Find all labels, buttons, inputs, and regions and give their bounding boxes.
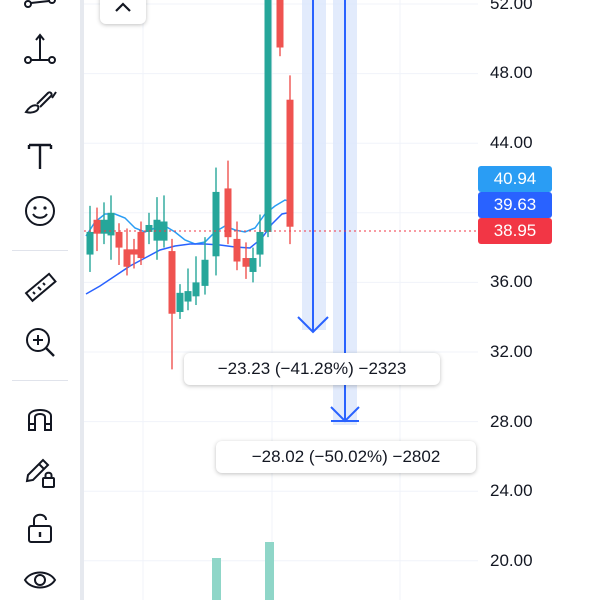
bearish-candle (286, 99, 294, 227)
bearish-candle (123, 249, 131, 267)
bullish-candle (107, 212, 115, 236)
pencil-lock-icon (25, 458, 55, 488)
price-axis-tick: 32.00 (490, 342, 533, 361)
price-axis-tick: 44.00 (490, 133, 533, 152)
measurement-result-label[interactable]: −23.23 (−41.28%) −2323 (184, 353, 440, 385)
bearish-candle (93, 219, 101, 234)
magnet-tool[interactable] (20, 398, 60, 438)
price-axis-tick: 48.00 (490, 63, 533, 82)
collapse-toolbar-button[interactable] (100, 0, 146, 24)
bullish-candle (145, 224, 153, 232)
bullish-candle (201, 259, 209, 286)
drawing-toolbar (0, 0, 80, 600)
measurement-result-label[interactable]: −28.02 (−50.02%) −2802 (216, 441, 476, 473)
bearish-candle (130, 249, 138, 255)
last-price-label: 38.95 (478, 218, 552, 244)
zoom-in-tool[interactable] (20, 322, 60, 362)
unlock-tool[interactable] (20, 508, 60, 548)
bearish-candle (168, 251, 176, 314)
unlock-icon (28, 513, 52, 543)
chevron-up-icon (115, 2, 131, 12)
emoji-tool[interactable] (20, 191, 60, 231)
vertical-measure-icon (24, 33, 56, 64)
measure-arrowhead (297, 316, 329, 334)
bearish-candle (276, 0, 284, 48)
text-tool[interactable] (20, 136, 60, 176)
ma-fast-price-label: 40.94 (478, 166, 552, 192)
bullish-candle (212, 191, 220, 257)
bullish-candle (184, 291, 192, 302)
eye-icon (23, 571, 57, 589)
brush-icon (24, 91, 57, 114)
visibility-tool[interactable] (20, 560, 60, 600)
lock-drawings-tool[interactable] (20, 452, 60, 492)
price-axis-tick: 20.00 (490, 551, 533, 570)
toolbar-divider (12, 380, 68, 381)
ruler-tool[interactable] (20, 268, 60, 308)
toolbar-divider (12, 250, 68, 251)
bearish-candle (115, 231, 123, 248)
price-axis-tick: 24.00 (490, 481, 533, 500)
trend-line-tool[interactable] (20, 0, 60, 28)
bearish-candle (233, 238, 241, 262)
volume-bar (265, 542, 274, 600)
magnet-icon (28, 409, 52, 431)
trend-line-icon (24, 0, 56, 8)
zoom-in-icon (26, 328, 55, 357)
bearish-candle (224, 188, 232, 238)
ma-slow-price-label: 39.63 (478, 192, 552, 218)
bullish-candle (153, 219, 161, 241)
text-icon (27, 143, 53, 169)
volume-bar (212, 558, 221, 600)
bearish-candle (137, 231, 145, 259)
bearish-candle (242, 258, 250, 267)
bullish-candle (264, 0, 272, 232)
bullish-candle (249, 258, 257, 272)
toolbar-separator (80, 0, 84, 600)
ruler-icon (24, 272, 57, 303)
bullish-candle (86, 231, 94, 255)
bullish-candle (256, 231, 264, 255)
vertical-measure-tool[interactable] (20, 28, 60, 68)
price-axis-tick: 28.00 (490, 412, 533, 431)
brush-tool[interactable] (20, 82, 60, 122)
bullish-candle (192, 282, 200, 297)
price-axis-tick: 36.00 (490, 272, 533, 291)
emoji-icon (25, 196, 55, 226)
price-axis-tick: 52.00 (490, 0, 533, 13)
bullish-candle (100, 219, 108, 234)
bullish-candle (176, 292, 184, 312)
